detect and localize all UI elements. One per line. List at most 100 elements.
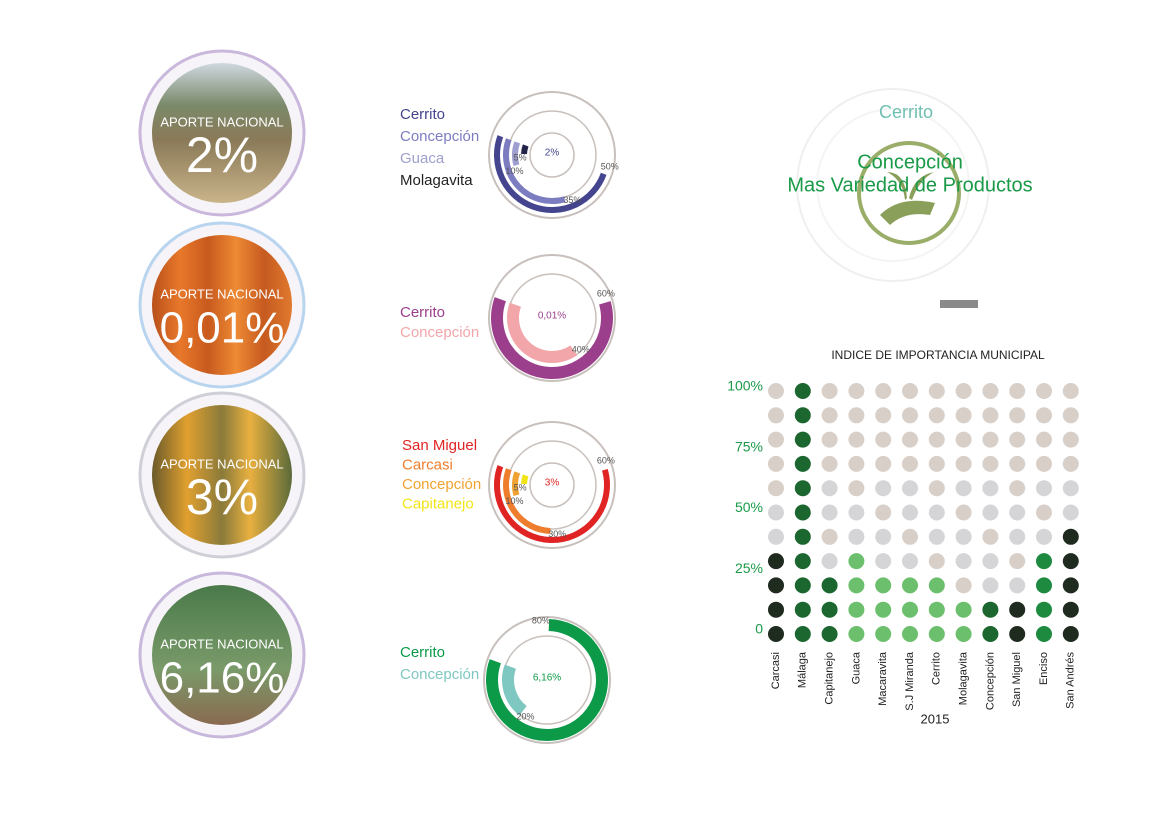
- dot: [956, 626, 972, 642]
- dot: [929, 602, 945, 618]
- legend-entry: Guaca: [400, 150, 445, 167]
- dot: [929, 505, 945, 521]
- dot: [848, 553, 864, 569]
- x-tick-label: Guaca: [850, 651, 862, 684]
- dot: [822, 505, 838, 521]
- legend-entry: Capitanejo: [402, 495, 474, 512]
- dot: [768, 553, 784, 569]
- dot: [875, 383, 891, 399]
- dot: [982, 577, 998, 593]
- dot: [929, 383, 945, 399]
- dot: [875, 505, 891, 521]
- dot: [822, 456, 838, 472]
- dot: [902, 505, 918, 521]
- legend-entry: San Miguel: [402, 437, 477, 454]
- dot: [768, 577, 784, 593]
- dot: [1063, 529, 1079, 545]
- value-label: 35%: [563, 195, 581, 205]
- dot: [982, 553, 998, 569]
- dot: [848, 602, 864, 618]
- infographic: APORTE NACIONAL2%APORTE NACIONAL0,01%APO…: [0, 0, 1176, 829]
- dot: [956, 407, 972, 423]
- dot: [875, 529, 891, 545]
- dot: [902, 383, 918, 399]
- legend-entry: Molagavita: [400, 172, 473, 189]
- dot: [1063, 407, 1079, 423]
- dot: [822, 432, 838, 448]
- dot: [875, 456, 891, 472]
- dot: [956, 602, 972, 618]
- legend-entry: Concepción: [400, 324, 479, 341]
- center-label: 2%: [545, 148, 560, 159]
- dot: [902, 529, 918, 545]
- dot: [929, 456, 945, 472]
- dot: [982, 529, 998, 545]
- dot: [795, 577, 811, 593]
- dot: [956, 553, 972, 569]
- y-tick-label: 75%: [735, 438, 763, 454]
- center-label: 3%: [545, 478, 560, 489]
- dot: [902, 407, 918, 423]
- dot: [1036, 432, 1052, 448]
- dot: [768, 456, 784, 472]
- dot: [902, 456, 918, 472]
- card-value: 2%: [186, 127, 258, 183]
- legend-entry: Carcasi: [402, 456, 453, 473]
- dot: [1036, 407, 1052, 423]
- legend-entry: Concepción: [402, 476, 481, 493]
- dot: [768, 407, 784, 423]
- value-label: 10%: [506, 166, 524, 176]
- dot: [875, 432, 891, 448]
- center-label: 6,16%: [533, 673, 561, 684]
- dot: [956, 505, 972, 521]
- value-label: 50%: [601, 162, 619, 172]
- x-tick-label: S.J Miranda: [904, 651, 916, 711]
- dot: [982, 602, 998, 618]
- dot: [902, 602, 918, 618]
- dot: [822, 407, 838, 423]
- dot: [1036, 383, 1052, 399]
- dot: [768, 432, 784, 448]
- dot: [982, 383, 998, 399]
- x-tick-label: Cerrito: [931, 652, 943, 685]
- value-label: 30%: [548, 529, 566, 539]
- dot: [1009, 577, 1025, 593]
- dot: [768, 383, 784, 399]
- dot: [795, 383, 811, 399]
- y-tick-label: 25%: [735, 560, 763, 576]
- dot: [875, 577, 891, 593]
- dot: [822, 383, 838, 399]
- dot: [1036, 529, 1052, 545]
- dot: [822, 626, 838, 642]
- dot: [875, 602, 891, 618]
- dot: [982, 626, 998, 642]
- value-label: 10%: [506, 496, 524, 506]
- feature-top: Cerrito: [879, 102, 933, 122]
- dot: [848, 407, 864, 423]
- dot: [1009, 480, 1025, 496]
- x-tick-label: Capitanejo: [824, 652, 836, 705]
- dot: [795, 553, 811, 569]
- dot: [768, 626, 784, 642]
- feature-line: Concepción: [857, 151, 963, 173]
- x-tick-label: Macaravita: [877, 651, 889, 706]
- dot: [768, 529, 784, 545]
- dot: [1036, 626, 1052, 642]
- dot: [1063, 505, 1079, 521]
- dot: [795, 626, 811, 642]
- legend-entry: Cerrito: [400, 304, 445, 321]
- dot: [1063, 553, 1079, 569]
- dot: [1036, 577, 1052, 593]
- dot: [1063, 480, 1079, 496]
- dot: [1063, 432, 1079, 448]
- dot: [902, 432, 918, 448]
- dot: [1036, 480, 1052, 496]
- dot: [902, 626, 918, 642]
- card-value: 3%: [186, 469, 258, 525]
- dot: [929, 577, 945, 593]
- dot: [822, 553, 838, 569]
- dot: [982, 505, 998, 521]
- dot: [875, 626, 891, 642]
- dot: [1009, 553, 1025, 569]
- dot: [929, 480, 945, 496]
